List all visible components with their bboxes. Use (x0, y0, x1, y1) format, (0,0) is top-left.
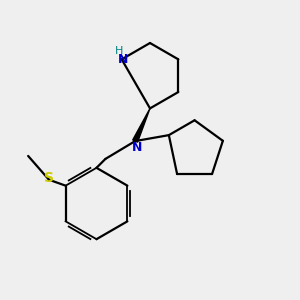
Text: N: N (131, 141, 142, 154)
Text: S: S (44, 171, 54, 185)
Text: N: N (118, 53, 128, 66)
Polygon shape (133, 108, 150, 142)
Text: H: H (115, 46, 124, 56)
